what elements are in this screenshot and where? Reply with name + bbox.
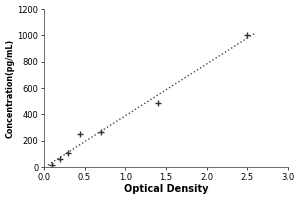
Y-axis label: Concentration(pg/mL): Concentration(pg/mL) bbox=[6, 38, 15, 138]
X-axis label: Optical Density: Optical Density bbox=[124, 184, 208, 194]
